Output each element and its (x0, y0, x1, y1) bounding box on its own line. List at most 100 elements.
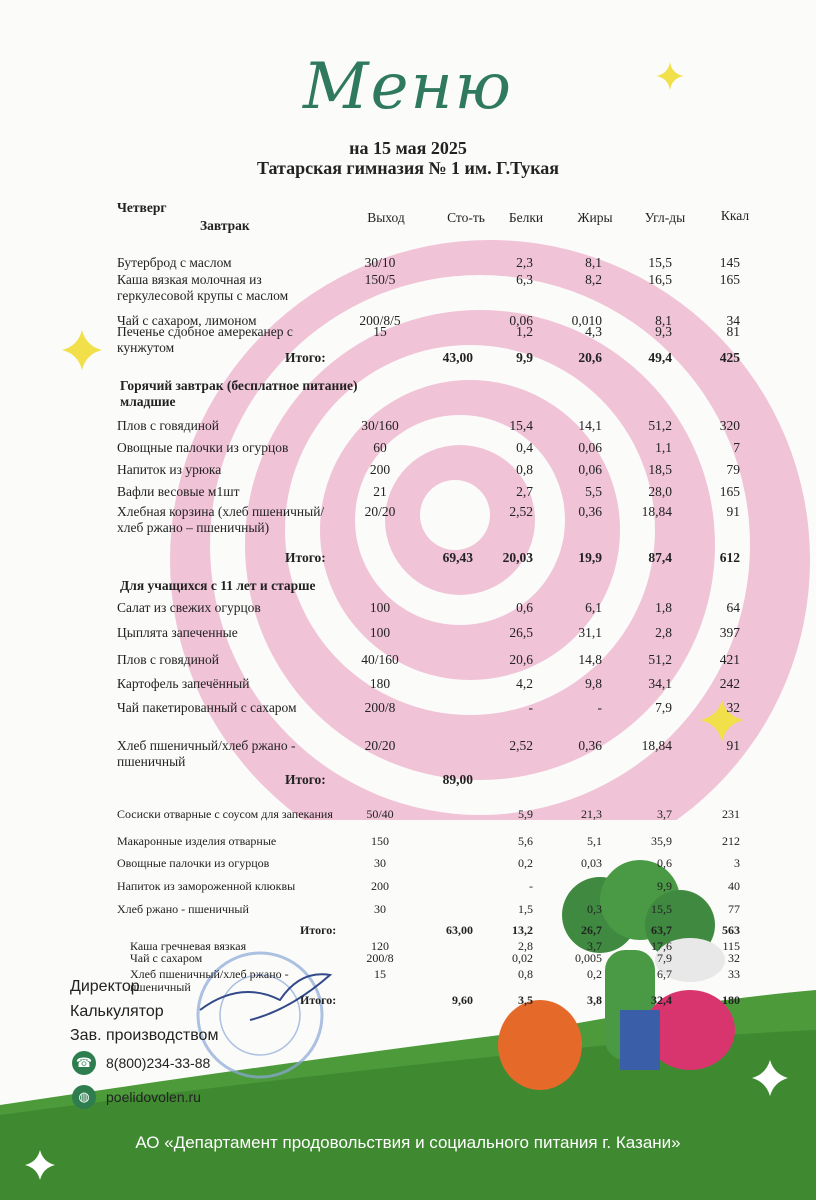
menu-item-protein: 15,4 (509, 418, 533, 433)
menu-item-name: Вафли весовые м1шт (117, 484, 240, 499)
menu-item-name: Чай с сахаром, лимоном (117, 313, 257, 328)
menu-item-name: Салат из свежих огурцов (117, 600, 261, 615)
menu-item-protein: 0,06 (509, 313, 533, 328)
signature-production-head: Зав. производством (70, 1027, 219, 1044)
menu-item-protein: - (528, 700, 534, 715)
menu-item-kcal: 40 (728, 879, 740, 893)
total-cost: 89,00 (442, 772, 473, 787)
menu-item-output: 40/160 (361, 652, 399, 667)
menu-item-kcal: 91 (726, 504, 741, 519)
menu-item-carbs: 7,9 (655, 700, 672, 715)
total-cost: 9,60 (452, 993, 473, 1007)
total-cost: 43,00 (442, 350, 473, 365)
total-carbs: 49,4 (648, 350, 672, 365)
star-icon (62, 330, 102, 370)
total-protein: 13,2 (512, 923, 533, 937)
menu-item-carbs: 7,9 (657, 951, 672, 965)
col-header-output: Выход (367, 210, 405, 225)
menu-item-output: 200 (369, 462, 391, 477)
menu-item-fat: 8,1 (585, 255, 602, 270)
menu-item-name: Каша вязкая молочная из геркулесовой кру… (117, 272, 289, 303)
menu-item-protein: 26,5 (509, 625, 533, 640)
menu-item-carbs: 1,1 (655, 440, 672, 455)
menu-item-name: Сосиски отварные с соусом для запекания (117, 807, 333, 821)
menu-item-name: Хлеб ржано - пшеничный (117, 902, 249, 916)
website-link[interactable]: poelidovolen.ru (106, 1089, 201, 1105)
menu-item-output: 200/8/5 (359, 313, 401, 328)
menu-item-name: Напиток из урюка (117, 462, 222, 477)
menu-item-fat: 8,2 (585, 272, 602, 287)
menu-item-kcal: 91 (726, 738, 741, 753)
menu-item-name: Цыплята запеченные (117, 625, 238, 640)
total-protein: 20,03 (502, 550, 533, 565)
menu-item-protein: 5,9 (518, 807, 533, 821)
menu-item-fat: 0,3 (587, 902, 602, 916)
col-header-kcal: Ккал (720, 208, 750, 223)
menu-item-output: 30/10 (364, 255, 396, 270)
total-fat: 19,9 (578, 550, 602, 565)
menu-item-fat: 0,2 (587, 967, 602, 981)
menu-item-output: 15 (373, 324, 387, 339)
menu-item-output: 100 (369, 600, 391, 615)
menu-item-carbs: 28,0 (648, 484, 672, 499)
menu-item-fat: 0,005 (575, 951, 602, 965)
official-stamp (196, 951, 324, 1079)
menu-item-kcal: 3 (734, 856, 740, 870)
signature-director: Директор (70, 978, 140, 995)
globe-icon: ◍ (72, 1085, 96, 1109)
menu-item-fat: - (597, 700, 603, 715)
menu-item-output: 60 (373, 440, 387, 455)
menu-item-fat: 0,06 (578, 462, 602, 477)
menu-item-kcal: 34 (726, 313, 741, 328)
menu-item-name: Печенье сдобное амереканер с кунжутом (117, 324, 293, 355)
menu-item-protein: - (529, 879, 533, 893)
menu-item-protein: 2,52 (509, 738, 533, 753)
menu-item-carbs: 51,2 (648, 418, 672, 433)
menu-item-name: Хлеб пшеничный/хлеб ржано - пшеничный (130, 967, 289, 994)
menu-item-carbs: 51,2 (648, 652, 672, 667)
menu-item-fat: 0,06 (578, 440, 602, 455)
section-title: Горячий завтрак (бесплатное питание) мла… (120, 378, 358, 409)
total-kcal: 425 (719, 350, 740, 365)
signature (199, 973, 333, 1021)
menu-item-protein: 4,2 (516, 676, 533, 691)
menu-item-fat: 3,7 (587, 939, 602, 953)
menu-item-fat: 0,03 (581, 856, 602, 870)
menu-item-output: 15 (374, 967, 386, 981)
page-title: Меню (303, 50, 513, 124)
total-cost: 69,43 (442, 550, 473, 565)
menu-item-kcal: 115 (722, 939, 740, 953)
menu-item-protein: 0,4 (516, 440, 533, 455)
menu-item-name: Бутерброд с маслом (117, 255, 232, 270)
menu-item-fat: 14,8 (578, 652, 602, 667)
total-carbs: 32,4 (651, 993, 672, 1007)
total-protein: 9,9 (516, 350, 533, 365)
menu-item-fat: 21,3 (581, 807, 602, 821)
menu-item-protein: 0,8 (516, 462, 533, 477)
menu-item-output: 180 (369, 676, 391, 691)
menu-item-protein: 0,8 (518, 967, 533, 981)
total-fat: 26,7 (581, 923, 602, 937)
menu-item-carbs: 15,5 (648, 255, 672, 270)
menu-item-kcal: 77 (728, 902, 740, 916)
menu-item-fat: 4,3 (585, 324, 602, 339)
menu-item-protein: 2,7 (516, 484, 533, 499)
menu-item-name: Овощные палочки из огурцов (117, 440, 289, 455)
star-icon (25, 1150, 55, 1180)
menu-item-carbs: 17,6 (651, 939, 672, 953)
menu-item-name: Овощные палочки из огурцов (117, 856, 270, 870)
menu-item-output: 200 (371, 879, 389, 893)
menu-item-output: 150 (371, 834, 389, 848)
menu-item-fat: 5,1 (587, 834, 602, 848)
menu-item-name: Чай с сахаром (130, 951, 203, 965)
total-label: Итого: (285, 350, 326, 365)
menu-item-carbs: 6,7 (657, 967, 672, 981)
star-icon (700, 700, 744, 742)
menu-item-fat: 9,8 (585, 676, 602, 691)
total-carbs: 87,4 (648, 550, 672, 565)
menu-item-output: 200/8 (364, 700, 396, 715)
menu-item-fat: 0,36 (578, 738, 602, 753)
menu-item-output: 30 (374, 856, 386, 870)
menu-item-carbs: 15,5 (651, 902, 672, 916)
